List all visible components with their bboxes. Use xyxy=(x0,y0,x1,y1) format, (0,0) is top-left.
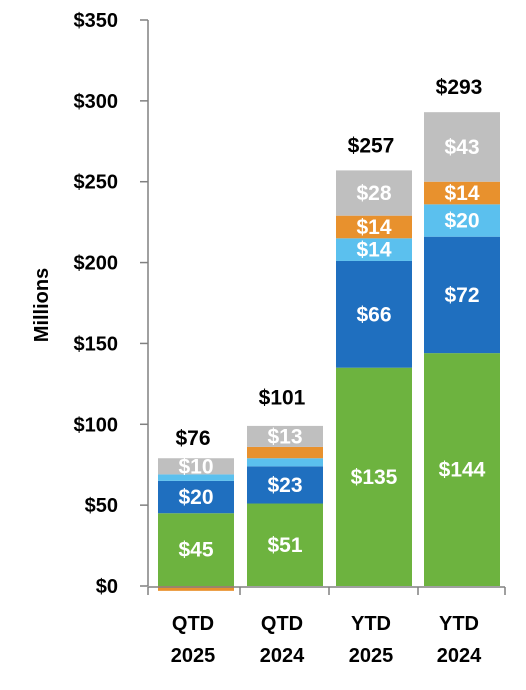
bar-segment xyxy=(158,513,234,586)
segment-value-label: $28 xyxy=(356,182,391,205)
y-axis-title: Millions xyxy=(31,268,53,342)
bar-segment xyxy=(247,466,323,504)
x-category-label: 2024 xyxy=(437,645,482,667)
bar-segment xyxy=(424,181,500,205)
segment-value-label: $72 xyxy=(444,284,479,307)
segment-value-label: $14 xyxy=(444,182,479,205)
y-axis: $0 $50 $100 $150 $200 $250 $300 $350 xyxy=(74,10,149,598)
bar-segment xyxy=(247,446,323,459)
bar-segment xyxy=(424,112,500,182)
y-tick-label: $200 xyxy=(74,253,119,275)
bar-segment xyxy=(247,425,323,447)
x-category-label: QTD xyxy=(261,613,303,635)
segment-value-label: $23 xyxy=(267,474,302,497)
x-category-label: QTD xyxy=(172,613,214,635)
bar-segment xyxy=(336,215,412,239)
bar-segment xyxy=(158,474,234,481)
segment-value-label: $144 xyxy=(439,459,486,482)
y-tick-label: $50 xyxy=(85,495,118,517)
segment-value-label: $51 xyxy=(267,534,302,557)
x-category-label: YTD xyxy=(351,613,391,635)
bar-segment xyxy=(247,458,323,467)
y-tick-label: $350 xyxy=(74,10,119,32)
x-category-label: 2025 xyxy=(349,645,394,667)
bar-segment xyxy=(424,236,500,354)
x-category-label: YTD xyxy=(439,613,479,635)
segment-value-label: $43 xyxy=(444,136,479,159)
bar-segment xyxy=(336,238,412,261)
segment-value-label: $14 xyxy=(356,216,391,239)
x-category-label: 2024 xyxy=(260,645,305,667)
segment-value-label: $13 xyxy=(267,425,302,448)
segment-value-label: $20 xyxy=(444,210,479,233)
y-tick-label: $300 xyxy=(74,91,119,113)
y-tick-label: $100 xyxy=(74,414,119,436)
total-value-label: $101 xyxy=(259,387,306,410)
segment-value-label: $135 xyxy=(351,466,398,489)
bar-segment xyxy=(158,586,234,591)
y-tick-label: $250 xyxy=(74,172,119,194)
bar-segment xyxy=(158,458,234,475)
bar-segment xyxy=(158,480,234,514)
bar-segment xyxy=(336,170,412,216)
bar-segment xyxy=(247,503,323,586)
segment-value-label: $45 xyxy=(178,539,213,562)
bar-segment xyxy=(336,367,412,586)
bar-segment xyxy=(424,204,500,237)
bars: $45$20$10$76$51$23$13$101$135$66$14$14$2… xyxy=(158,76,500,591)
segment-value-label: $14 xyxy=(356,239,391,262)
y-tick-label: $0 xyxy=(96,576,118,598)
total-value-label: $257 xyxy=(348,134,395,157)
total-value-label: $76 xyxy=(175,427,210,450)
x-axis: QTD 2025 QTD 2024 YTD 2025 YTD 2024 xyxy=(147,586,506,667)
total-value-label: $293 xyxy=(436,76,483,99)
x-category-label: 2025 xyxy=(171,645,216,667)
bar-segment xyxy=(424,353,500,586)
y-tick-label: $150 xyxy=(74,333,119,355)
bar-segment xyxy=(336,260,412,368)
segment-value-label: $10 xyxy=(178,455,213,478)
segment-value-label: $66 xyxy=(356,303,391,326)
segment-value-label: $20 xyxy=(178,486,213,509)
